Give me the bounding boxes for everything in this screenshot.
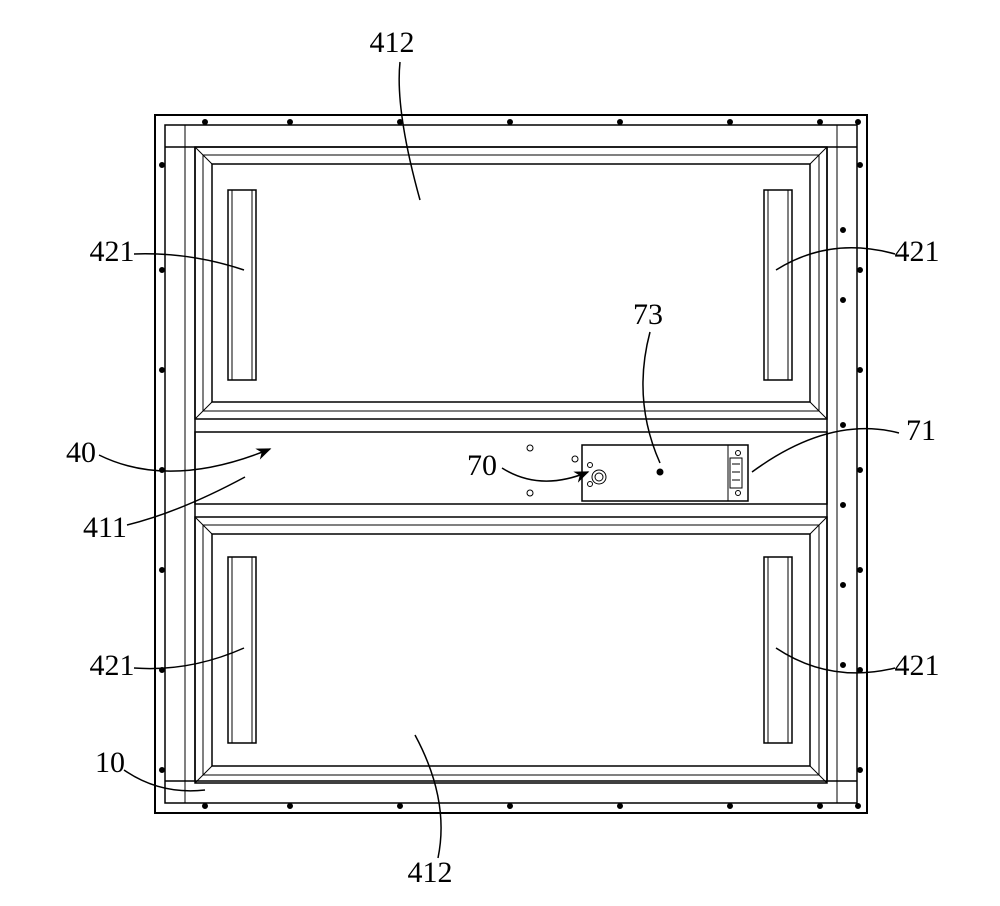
leader-line — [776, 648, 895, 673]
control-box — [582, 445, 748, 501]
callout-421-ul: 421 — [90, 235, 245, 270]
upper-window — [195, 147, 827, 419]
label-text: 412 — [370, 26, 415, 59]
label-text: 10 — [95, 746, 125, 779]
center-beam — [195, 432, 827, 504]
outer-frame — [155, 115, 867, 813]
callout-10: 10 — [95, 746, 205, 791]
label-text: 421 — [895, 649, 940, 682]
label-text: 411 — [83, 511, 127, 544]
leader-line — [127, 477, 245, 525]
callout-73: 73 — [633, 298, 663, 463]
label-text: 40 — [66, 436, 96, 469]
leader-line — [399, 62, 420, 200]
vertical-bar-0 — [228, 190, 256, 380]
leader-line — [415, 735, 441, 858]
leader-line — [643, 332, 660, 463]
label-text: 70 — [467, 449, 497, 482]
label-text: 421 — [90, 235, 135, 268]
callout-412-bot: 412 — [408, 735, 453, 889]
callout-421-ll: 421 — [90, 648, 245, 682]
callout-40: 40 — [66, 436, 270, 471]
label-text: 421 — [90, 649, 135, 682]
vertical-bar-2 — [228, 557, 256, 743]
leader-line — [502, 468, 588, 481]
label-text: 71 — [906, 414, 936, 447]
leader-line — [752, 429, 899, 472]
technical-drawing: 412 421 421 73 71 40 70 411 421 421 10 412 — [0, 0, 1000, 906]
label-text: 412 — [408, 856, 453, 889]
lower-window — [195, 517, 827, 783]
callout-412-top: 412 — [370, 26, 421, 200]
label-text: 73 — [633, 298, 663, 331]
geometry-layer — [155, 115, 867, 813]
leader-line — [776, 248, 895, 270]
label-text: 421 — [895, 235, 940, 268]
vertical-bar-1 — [764, 190, 792, 380]
callout-70: 70 — [467, 449, 588, 482]
